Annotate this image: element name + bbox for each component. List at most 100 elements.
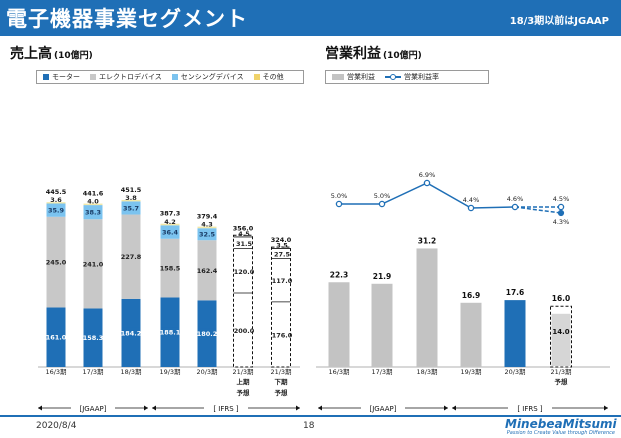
legend-electro-swatch bbox=[90, 74, 96, 80]
sales-bar-その他 bbox=[121, 199, 141, 202]
op-ifrs-span-label: [ IFRS ] bbox=[517, 405, 543, 413]
sales-title: 売上高 (10億円) bbox=[10, 43, 93, 63]
sales-category-label: 19/3期 bbox=[159, 368, 181, 376]
sales-bar-その他 bbox=[83, 203, 103, 206]
op-category-note: 予想 bbox=[555, 377, 569, 386]
sales-bar-センシングデバイス bbox=[46, 203, 66, 217]
legend-other-swatch bbox=[253, 74, 260, 80]
page-title: 電子機器事業セグメント bbox=[6, 7, 248, 31]
sales-label-other: 4.0 bbox=[87, 198, 99, 206]
sales-label-motor: 180.2 bbox=[197, 330, 218, 338]
sales-bar-エレクトロデバイス bbox=[121, 214, 141, 299]
legend-op-line-swatch bbox=[385, 73, 401, 81]
op-bar bbox=[504, 300, 526, 367]
sales-unit: (10億円) bbox=[54, 51, 93, 61]
logo-name: MinebeaMitsumi bbox=[505, 417, 617, 431]
sales-label-sensing: 27.5 bbox=[274, 251, 291, 259]
op-margin-point bbox=[557, 203, 565, 211]
sales-total-label: 441.6 bbox=[83, 190, 104, 198]
op-chart: 22.3 16/3期 21.9 17/3期 31.2 18/3期 16.9 19/3期 17.6… bbox=[316, 171, 610, 413]
sales-label-electro: 120.0 bbox=[234, 268, 255, 276]
footer-rule bbox=[0, 415, 621, 417]
op-margin-point bbox=[511, 203, 519, 211]
sales-label-motor-bg bbox=[46, 332, 66, 342]
sales-label-sensing: 35.9 bbox=[48, 207, 65, 215]
op-forecast-low-bar bbox=[551, 313, 571, 366]
sales-label-sensing: 36.4 bbox=[162, 229, 179, 237]
sales-category-label: 20/3期 bbox=[196, 368, 218, 376]
legend-motor: モーター bbox=[43, 72, 80, 82]
sales-category-label: 17/3期 bbox=[82, 368, 104, 376]
op-jgaap-span-arrow-left bbox=[318, 405, 322, 411]
sales-label-electro: 117.0 bbox=[272, 277, 293, 285]
sales-jgaap-span-label: [JGAAP] bbox=[80, 405, 107, 413]
sales-label-motor: 161.0 bbox=[46, 334, 67, 342]
sales-total-label: 379.4 bbox=[197, 213, 218, 221]
sales-label-sensing: 38.3 bbox=[85, 209, 101, 217]
sales-jgaap-span-arrow-right bbox=[144, 405, 148, 411]
op-jgaap-span-label: [JGAAP] bbox=[370, 405, 397, 413]
sales-category-label: 21/3期 bbox=[270, 368, 292, 376]
sales-label-sensing: 31.5 bbox=[236, 240, 253, 248]
sales-forecast-bar bbox=[233, 234, 253, 368]
op-margin-forecast-low-line bbox=[514, 206, 562, 214]
sales-label-electro: 245.0 bbox=[46, 259, 67, 267]
sales-total-label: 356.0 bbox=[233, 224, 254, 232]
sales-bar-センシングデバイス bbox=[197, 228, 217, 241]
op-bar-label: 17.6 bbox=[506, 288, 525, 297]
sales-total-label: 324.0 bbox=[271, 236, 292, 244]
op-bar-label: 16.9 bbox=[462, 291, 481, 300]
legend-sensing-label: センシングデバイス bbox=[180, 73, 244, 81]
sales-bar-センシングデバイス bbox=[121, 201, 141, 215]
sales-label-other: 4.2 bbox=[164, 218, 176, 226]
op-category-label: 21/3期 bbox=[550, 368, 572, 376]
op-unit: (10億円) bbox=[383, 51, 422, 61]
logo-tagline: Passion to Create Value through Differen… bbox=[506, 430, 615, 436]
sales-label-motor-bg bbox=[197, 328, 217, 338]
sales-label-electro: 227.8 bbox=[121, 253, 142, 261]
sales-bar-その他 bbox=[46, 202, 66, 204]
sales-label-other: 3.6 bbox=[50, 196, 62, 204]
sales-bar-センシングデバイス bbox=[160, 225, 180, 239]
op-ifrs-span-arrow-right bbox=[604, 405, 608, 411]
sales-bar-エレクトロデバイス bbox=[83, 219, 103, 309]
sales-label-motor-bg bbox=[160, 327, 180, 337]
sales-label-motor: 176.0 bbox=[272, 331, 293, 339]
sales-forecast-bar bbox=[271, 246, 291, 368]
sales-label-other: 3.5 bbox=[276, 241, 288, 249]
legend-electro-label: エレクトロデバイス bbox=[99, 73, 162, 81]
op-jgaap-span-label-bg bbox=[361, 403, 405, 413]
sales-label-motor-bg bbox=[121, 327, 141, 337]
op-category-label: 19/3期 bbox=[460, 368, 482, 376]
op-ifrs-span-label-bg bbox=[508, 403, 552, 413]
legend-op-bar-label: 営業利益 bbox=[347, 73, 375, 81]
sales-bar-その他 bbox=[160, 223, 180, 226]
op-margin-point bbox=[335, 200, 343, 208]
sales-label-other: 4.3 bbox=[201, 221, 213, 229]
sales-label-other: 4.5 bbox=[238, 230, 250, 238]
op-margin-line bbox=[339, 182, 516, 209]
sales-label-electro: 158.5 bbox=[160, 265, 181, 273]
op-ifrs-span-arrow-left bbox=[452, 405, 456, 411]
sales-category-label: 21/3期 bbox=[232, 368, 254, 376]
op-bar bbox=[460, 302, 482, 367]
sales-jgaap-span-arrow-left bbox=[38, 405, 42, 411]
op-bar-label: 31.2 bbox=[418, 236, 437, 245]
op-margin-low-label: 4.3% bbox=[553, 218, 570, 226]
op-forecast-low-label: 14.0 bbox=[552, 328, 569, 336]
sales-total-label: 451.5 bbox=[121, 186, 142, 194]
company-logo: MinebeaMitsumi Passion to Create Value t… bbox=[505, 417, 617, 437]
op-category-label: 16/3期 bbox=[328, 368, 350, 376]
op-bar bbox=[371, 283, 393, 367]
sales-label-electro: 241.0 bbox=[83, 260, 104, 268]
op-bar-label: 21.9 bbox=[373, 272, 392, 281]
sales-label-motor: 184.2 bbox=[121, 329, 142, 337]
legend-electro: エレクトロデバイス bbox=[90, 72, 162, 82]
op-bar bbox=[328, 282, 350, 367]
sales-legend: モーター エレクトロデバイス センシングデバイス その他 bbox=[36, 70, 304, 84]
op-margin-point bbox=[378, 200, 386, 208]
op-bar-label: 16.0 bbox=[552, 294, 571, 303]
gaap-note: 18/3期以前はJGAAP bbox=[509, 16, 609, 27]
legend-op-line: 営業利益率 bbox=[385, 72, 439, 82]
